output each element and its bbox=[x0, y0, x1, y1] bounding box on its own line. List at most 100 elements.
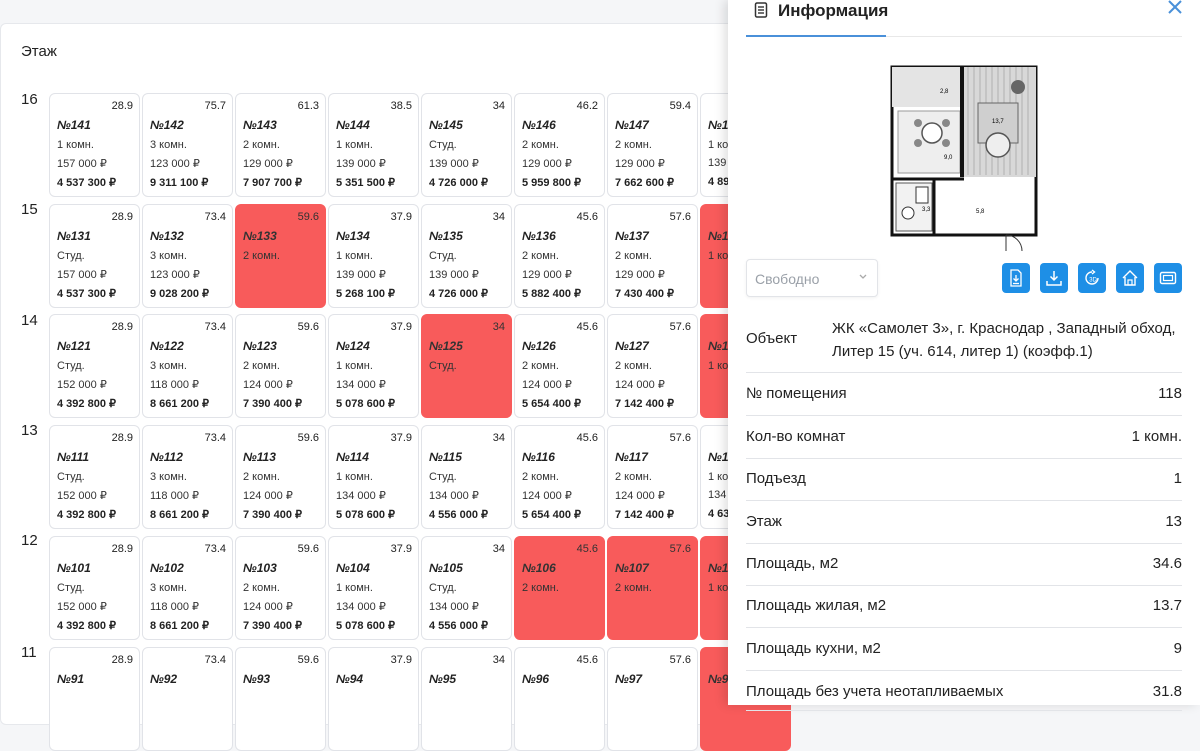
apartment-price-per-m2: 134 000 ₽ bbox=[429, 601, 479, 613]
apartment-cell[interactable]: 46.2 №146 2 комн. 129 000 ₽ 5 959 800 ₽ bbox=[514, 93, 605, 197]
apartment-rooms: 1 комн. bbox=[336, 139, 373, 151]
apartment-cell-sold[interactable]: 45.6 №106 2 комн. bbox=[514, 536, 605, 640]
info-row-value: 13.7 bbox=[1152, 597, 1182, 614]
apartment-cell[interactable]: 45.6 №116 2 комн. 124 000 ₽ 5 654 400 ₽ bbox=[514, 425, 605, 529]
apartment-number: №135 bbox=[429, 229, 463, 243]
apartment-cell[interactable]: 28.9 №111 Студ. 152 000 ₽ 4 392 800 ₽ bbox=[49, 425, 140, 529]
apartment-area: 61.3 bbox=[297, 100, 319, 112]
apartment-area: 28.9 bbox=[111, 211, 133, 223]
apartment-cell[interactable]: 57.6 №117 2 комн. 124 000 ₽ 7 142 400 ₽ bbox=[607, 425, 698, 529]
apartment-price-per-m2: 139 000 ₽ bbox=[336, 158, 386, 170]
apartment-cell[interactable]: 34 №135 Студ. 139 000 ₽ 4 726 000 ₽ bbox=[421, 204, 512, 308]
apartment-area: 34 bbox=[492, 100, 505, 112]
info-panel: Информация 2,8 13,7 bbox=[728, 0, 1200, 711]
apartment-area: 37.9 bbox=[390, 432, 412, 444]
apartment-price: 8 661 200 ₽ bbox=[150, 509, 209, 521]
apartment-area: 45.6 bbox=[576, 321, 598, 333]
apartment-cell[interactable]: 75.7 №142 3 комн. 123 000 ₽ 9 311 100 ₽ bbox=[142, 93, 233, 197]
apartment-cell[interactable]: 73.4 №132 3 комн. 123 000 ₽ 9 028 200 ₽ bbox=[142, 204, 233, 308]
apartment-cell-sold[interactable]: 59.6 №133 2 комн. bbox=[235, 204, 326, 308]
apartment-cell[interactable]: 28.9 №141 1 комн. 157 000 ₽ 4 537 300 ₽ bbox=[49, 93, 140, 197]
apartment-cell[interactable]: 37.9 №114 1 комн. 134 000 ₽ 5 078 600 ₽ bbox=[328, 425, 419, 529]
apartment-number: №9 bbox=[708, 672, 729, 686]
apartment-cell[interactable]: 28.9 №121 Студ. 152 000 ₽ 4 392 800 ₽ bbox=[49, 314, 140, 418]
apartment-cell[interactable]: 37.9 №104 1 комн. 134 000 ₽ 5 078 600 ₽ bbox=[328, 536, 419, 640]
info-row-value: 118 bbox=[1158, 385, 1182, 402]
floor-label: 15 bbox=[21, 201, 38, 218]
apartment-cell[interactable]: 59.4 №147 2 комн. 129 000 ₽ 7 662 600 ₽ bbox=[607, 93, 698, 197]
apartment-price: 4 392 800 ₽ bbox=[57, 509, 116, 521]
panorama-icon bbox=[1159, 271, 1177, 285]
apartment-rooms: Студ. bbox=[57, 471, 85, 483]
apartment-cell[interactable]: 37.9 №124 1 комн. 134 000 ₽ 5 078 600 ₽ bbox=[328, 314, 419, 418]
apartment-number: №121 bbox=[57, 339, 91, 353]
download-pdf-button[interactable] bbox=[1002, 263, 1030, 293]
apartment-number: №126 bbox=[522, 339, 556, 353]
apartment-cell[interactable]: 73.4 №112 3 комн. 118 000 ₽ 8 661 200 ₽ bbox=[142, 425, 233, 529]
apartment-cell[interactable]: 34 №145 Студ. 139 000 ₽ 4 726 000 ₽ bbox=[421, 93, 512, 197]
apartment-area: 38.5 bbox=[390, 100, 412, 112]
apartment-area: 57.6 bbox=[669, 211, 691, 223]
apartment-cell[interactable]: 45.6 №136 2 комн. 129 000 ₽ 5 882 400 ₽ bbox=[514, 204, 605, 308]
apartment-cell[interactable]: 59.6 №123 2 комн. 124 000 ₽ 7 390 400 ₽ bbox=[235, 314, 326, 418]
apartment-number: №95 bbox=[429, 672, 457, 686]
apartment-cell[interactable]: 37.9 №94 bbox=[328, 647, 419, 751]
apartment-price-per-m2: 129 000 ₽ bbox=[522, 158, 572, 170]
apartment-cell[interactable]: 34 №115 Студ. 134 000 ₽ 4 556 000 ₽ bbox=[421, 425, 512, 529]
house-icon bbox=[1122, 270, 1138, 286]
apartment-price: 5 078 600 ₽ bbox=[336, 509, 395, 521]
panorama-button[interactable] bbox=[1154, 263, 1182, 293]
apartment-area: 73.4 bbox=[204, 211, 226, 223]
apartment-cell[interactable]: 34 №105 Студ. 134 000 ₽ 4 556 000 ₽ bbox=[421, 536, 512, 640]
apartment-cell[interactable]: 57.6 №127 2 комн. 124 000 ₽ 7 142 400 ₽ bbox=[607, 314, 698, 418]
apartment-cell[interactable]: 61.3 №143 2 комн. 129 000 ₽ 7 907 700 ₽ bbox=[235, 93, 326, 197]
apartment-cell[interactable]: 59.6 №103 2 комн. 124 000 ₽ 7 390 400 ₽ bbox=[235, 536, 326, 640]
apartment-price-per-m2: 157 000 ₽ bbox=[57, 269, 107, 281]
apartment-price: 4 89 bbox=[708, 176, 730, 188]
apartment-cell[interactable]: 28.9 №101 Студ. 152 000 ₽ 4 392 800 ₽ bbox=[49, 536, 140, 640]
apartment-number: №115 bbox=[429, 450, 462, 464]
apartment-number: №131 bbox=[57, 229, 91, 243]
apartment-price-per-m2: 139 000 ₽ bbox=[336, 269, 386, 281]
apartment-cell[interactable]: 28.9 №91 bbox=[49, 647, 140, 751]
apartment-area: 28.9 bbox=[111, 432, 133, 444]
apartment-cell-sold[interactable]: 34 №125 Студ. bbox=[421, 314, 512, 418]
download-button[interactable] bbox=[1040, 263, 1068, 293]
apartment-cell[interactable]: 73.4 №92 bbox=[142, 647, 233, 751]
apartment-cell[interactable]: 45.6 №96 bbox=[514, 647, 605, 751]
close-icon[interactable] bbox=[1166, 0, 1184, 16]
apartment-number: №137 bbox=[615, 229, 649, 243]
apartment-price: 4 556 000 ₽ bbox=[429, 620, 488, 632]
info-row-value: 31.8 bbox=[1152, 683, 1182, 700]
apartment-price-per-m2: 118 000 ₽ bbox=[150, 601, 200, 613]
info-row-label: Площадь кухни, м2 bbox=[746, 640, 881, 657]
status-select[interactable]: Свободно bbox=[746, 259, 878, 297]
apartment-price: 5 078 600 ₽ bbox=[336, 620, 395, 632]
apartment-cell[interactable]: 38.5 №144 1 комн. 139 000 ₽ 5 351 500 ₽ bbox=[328, 93, 419, 197]
apartment-price: 5 078 600 ₽ bbox=[336, 398, 395, 410]
apartment-cell[interactable]: 28.9 №131 Студ. 157 000 ₽ 4 537 300 ₽ bbox=[49, 204, 140, 308]
apartment-rooms: 2 комн. bbox=[243, 471, 280, 483]
apartment-number: №143 bbox=[243, 118, 277, 132]
info-row: № помещения 118 bbox=[746, 372, 1182, 416]
apartment-cell[interactable]: 73.4 №102 3 комн. 118 000 ₽ 8 661 200 ₽ bbox=[142, 536, 233, 640]
apartment-cell[interactable]: 57.6 №97 bbox=[607, 647, 698, 751]
apartment-number: №114 bbox=[336, 450, 369, 464]
apartment-cell[interactable]: 57.6 №137 2 комн. 129 000 ₽ 7 430 400 ₽ bbox=[607, 204, 698, 308]
apartment-cell[interactable]: 37.9 №134 1 комн. 139 000 ₽ 5 268 100 ₽ bbox=[328, 204, 419, 308]
apartment-area: 37.9 bbox=[390, 543, 412, 555]
apartment-rooms: 2 комн. bbox=[243, 250, 280, 262]
apartment-cell[interactable]: 59.6 №113 2 комн. 124 000 ₽ 7 390 400 ₽ bbox=[235, 425, 326, 529]
active-tab-underline bbox=[746, 35, 886, 37]
info-row-value: ЖК «Самолет 3», г. Краснодар , Западный … bbox=[832, 320, 1176, 360]
apartment-cell-sold[interactable]: 57.6 №107 2 комн. bbox=[607, 536, 698, 640]
apartment-price: 4 726 000 ₽ bbox=[429, 288, 488, 300]
floor-grid-panel: Этаж 16 28.9 №141 1 комн. 157 000 ₽ 4 537 300… bbox=[0, 23, 791, 751]
apartment-cell[interactable]: 45.6 №126 2 комн. 124 000 ₽ 5 654 400 ₽ bbox=[514, 314, 605, 418]
apartment-cell[interactable]: 59.6 №93 bbox=[235, 647, 326, 751]
house-button[interactable] bbox=[1116, 263, 1144, 293]
rotate-3d-button[interactable]: 3D bbox=[1078, 263, 1106, 293]
apartment-area: 73.4 bbox=[204, 432, 226, 444]
apartment-cell[interactable]: 34 №95 bbox=[421, 647, 512, 751]
apartment-cell[interactable]: 73.4 №122 3 комн. 118 000 ₽ 8 661 200 ₽ bbox=[142, 314, 233, 418]
